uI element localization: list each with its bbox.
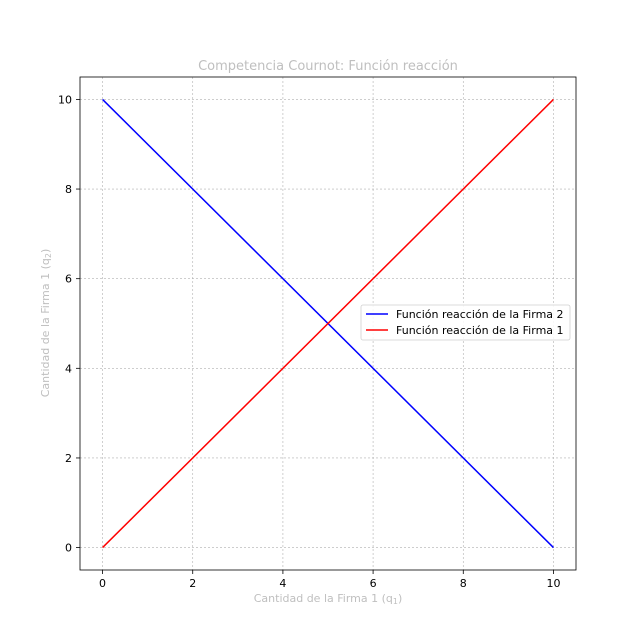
- axis-ticks: 0 2 4 6 8 10 0 2 4 6 8 10: [58, 93, 560, 590]
- y-tick-label: 4: [65, 362, 72, 375]
- plot-frame: [79, 76, 577, 571]
- legend: Función reacción de la Firma 2 Función re…: [360, 304, 571, 341]
- x-tick-label: 8: [460, 577, 467, 590]
- x-tick-label: 6: [370, 577, 377, 590]
- y-tick-label: 10: [58, 93, 72, 106]
- x-tick-label: 2: [189, 577, 196, 590]
- x-tick-label: 0: [99, 577, 106, 590]
- y-tick-label: 0: [65, 542, 72, 555]
- y-tick-label: 2: [65, 452, 72, 465]
- x-tick-label: 4: [279, 577, 286, 590]
- y-tick-label: 8: [65, 183, 72, 196]
- legend-label-2: Función reacción de la Firma 1: [396, 324, 564, 337]
- x-tick-label: 10: [546, 577, 560, 590]
- series-lines: [102, 98, 554, 549]
- y-tick-label: 6: [65, 273, 72, 286]
- x-axis-label: Cantidad de la Firma 1 (q1): [254, 592, 403, 606]
- legend-box: [360, 304, 571, 341]
- legend-label-1: Función reacción de la Firma 2: [396, 308, 564, 321]
- series-line-2: [102, 98, 554, 549]
- grid: [80, 77, 576, 570]
- y-axis-label: Cantidad de la Firma 1 (q2): [39, 249, 53, 398]
- chart-title: Competencia Cournot: Función reacción: [198, 59, 458, 74]
